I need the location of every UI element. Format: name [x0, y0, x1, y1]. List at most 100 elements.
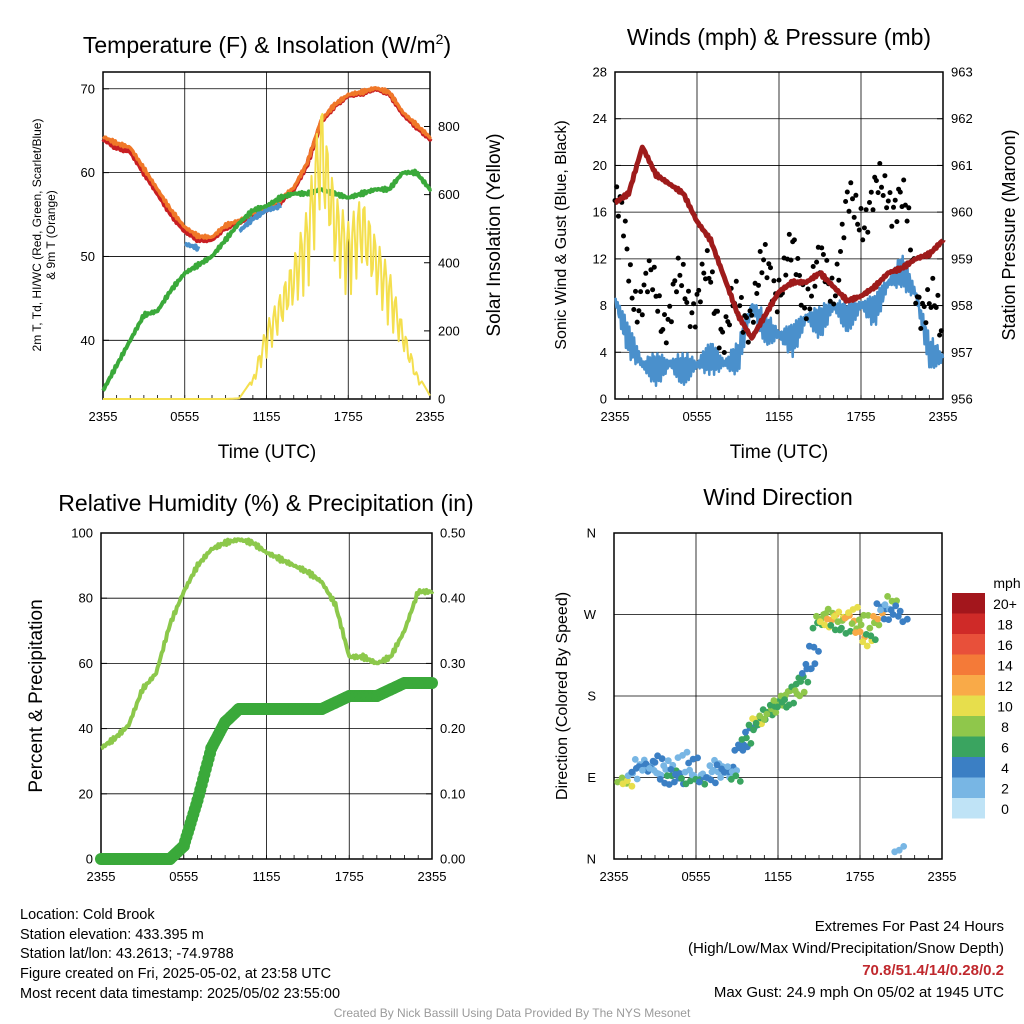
gust-point — [850, 196, 855, 202]
gust-point — [877, 161, 883, 166]
gust-point — [643, 270, 649, 276]
direction-point — [796, 692, 804, 700]
direction-point — [687, 777, 694, 785]
gust-point — [836, 277, 842, 283]
series-hi-wc — [184, 202, 282, 252]
gust-point — [861, 225, 867, 231]
gust-point — [824, 257, 830, 263]
direction-point — [885, 616, 892, 623]
direction-point — [847, 627, 854, 635]
direction-point — [733, 767, 741, 774]
direction-point — [683, 748, 691, 756]
direction-point — [743, 734, 750, 742]
y-axis-label-line2: & 9m T (Orange) — [44, 190, 58, 280]
gust-point — [680, 261, 686, 267]
direction-point — [854, 603, 861, 611]
gust-point — [629, 295, 635, 301]
legend-label: 6 — [1001, 740, 1009, 756]
gust-point — [868, 189, 874, 195]
legend-swatch — [952, 736, 985, 757]
legend-label: 0 — [1001, 801, 1009, 817]
y-tick-label: 60 — [81, 165, 95, 180]
gust-point — [902, 202, 908, 208]
gust-point — [791, 237, 797, 243]
y-tick-label: 24 — [593, 111, 607, 126]
gust-point — [624, 246, 630, 252]
gust-point — [677, 272, 683, 278]
y-tick-label: 50 — [81, 249, 95, 264]
gust-point — [829, 275, 835, 281]
y-tick-label: 40 — [81, 333, 95, 348]
gust-point — [615, 213, 621, 219]
gust-point — [667, 303, 673, 309]
y2-tick-label: 957 — [951, 345, 973, 360]
gust-point — [737, 303, 743, 309]
gust-point — [759, 270, 765, 276]
y-tick-label: N — [587, 852, 596, 867]
gust-point — [805, 286, 811, 292]
gust-point — [923, 320, 929, 326]
gust-point — [832, 293, 838, 299]
direction-point — [838, 624, 845, 632]
plot-frame — [614, 71, 944, 400]
gust-point — [884, 205, 890, 211]
y-tick-label: 28 — [593, 65, 607, 80]
plot-frame — [613, 532, 943, 860]
direction-point — [781, 696, 788, 703]
direction-point — [770, 697, 778, 704]
direction-point — [790, 699, 797, 707]
gust-point — [727, 322, 732, 328]
direction-point — [875, 621, 883, 629]
gust-point — [802, 305, 808, 311]
legend-swatch — [952, 654, 985, 675]
gust-point — [699, 261, 705, 267]
gust-point — [860, 237, 866, 243]
series-sonic-wind — [614, 254, 945, 388]
series-relative-humidity — [100, 537, 434, 751]
gust-point — [682, 296, 688, 302]
gust-point — [930, 275, 936, 281]
x-tick-label: 1755 — [335, 869, 364, 884]
title-superscript: 2 — [436, 31, 444, 47]
direction-point — [903, 615, 911, 623]
direction-point — [856, 628, 864, 636]
direction-point — [639, 766, 646, 774]
gust-point — [656, 293, 662, 299]
x-tick-label: 1755 — [847, 409, 876, 424]
y2-tick-label: 959 — [951, 251, 973, 266]
direction-point — [752, 719, 760, 727]
direction-point — [658, 755, 666, 763]
legend-title: mph — [993, 575, 1020, 591]
y2-tick-label: 962 — [951, 111, 973, 126]
gust-point — [674, 289, 679, 295]
gust-point — [636, 308, 642, 314]
y-axis-label: Percent & Precipitation — [26, 599, 47, 792]
gust-point — [848, 180, 854, 186]
gust-point — [696, 287, 702, 293]
humidity-precipitation-panel: Relative Humidity (%) & Precipitation (i… — [26, 490, 474, 884]
gust-point — [879, 184, 884, 190]
gust-point — [901, 177, 907, 183]
direction-point — [824, 605, 832, 613]
gust-point — [938, 328, 944, 334]
gust-point — [873, 178, 879, 184]
direction-point — [671, 778, 678, 786]
x-tick-label: 1755 — [846, 869, 875, 884]
title-main: Temperature (F) & Insolation (W/m — [83, 32, 436, 58]
gust-point — [646, 258, 652, 264]
gust-point — [870, 207, 876, 213]
legend-label: 10 — [997, 699, 1013, 715]
y2-tick-label: 400 — [438, 255, 460, 270]
y-tick-label: 60 — [79, 656, 93, 671]
y2-axis-label: Solar Insolation (Yellow) — [484, 133, 505, 336]
y-tick-label: 20 — [593, 158, 607, 173]
legend-swatch — [952, 757, 985, 778]
gust-point — [783, 272, 789, 278]
gust-point — [937, 332, 943, 338]
direction-point — [631, 756, 639, 763]
direction-point — [881, 601, 889, 609]
temperature-insolation-panel: Temperature (F) & Insolation (W/m2) 40 50 6… — [30, 31, 505, 463]
x-tick-label: 2355 — [929, 409, 958, 424]
y2-axis-label: Station Pressure (Maroon) — [999, 129, 1019, 340]
